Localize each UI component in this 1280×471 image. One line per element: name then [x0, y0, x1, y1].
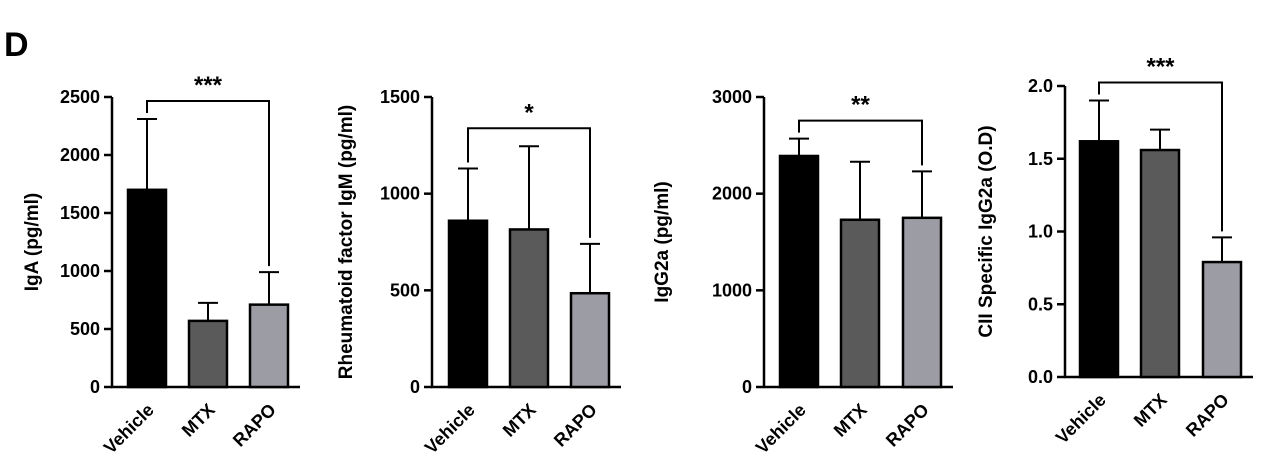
category-label: Vehicle [1052, 390, 1110, 448]
bar-rapo [248, 303, 290, 389]
category-label: MTX [1130, 390, 1171, 431]
y-tick-label: 1500 [60, 203, 100, 223]
y-tick-label: 500 [70, 319, 100, 339]
chart-4: 0.0 0.5 1.0 1.5 2.0 CII Specific IgG2a (O.D) V… [976, 54, 1253, 448]
significance-label: *** [194, 72, 223, 99]
y-axis-title: CII Specific IgG2a (O.D) [976, 125, 997, 337]
y-axis-title: IgG2a (pg/ml) [652, 181, 673, 302]
y-tick-label: 2000 [60, 145, 100, 165]
category-label: RAPO [550, 400, 601, 451]
bar-vehicle [126, 188, 168, 389]
significance-label: ** [851, 92, 870, 119]
significance-bracket [467, 127, 591, 238]
category-label: Vehicle [752, 400, 810, 458]
category-label: Vehicle [100, 400, 158, 458]
bar-rapo [569, 291, 611, 389]
chart-2: 0 500 1000 1500 Rheumatoid factor IgM (pg/ml… [336, 87, 621, 458]
category-label: MTX [178, 400, 219, 441]
bar-mtx [187, 319, 229, 389]
y-tick-label: 1.0 [1028, 222, 1053, 242]
y-tick-label: 1000 [380, 184, 420, 204]
significance-bracket [1098, 81, 1223, 232]
y-tick-label: 0.0 [1028, 367, 1053, 387]
category-label: MTX [830, 400, 871, 441]
y-tick-label: 2500 [60, 87, 100, 107]
y-tick-label: 1000 [60, 261, 100, 281]
bar-vehicle [778, 154, 820, 389]
bar-vehicle [1078, 140, 1120, 379]
y-tick-label: 0 [742, 377, 752, 397]
y-tick-label: 0.5 [1028, 294, 1053, 314]
category-label: Vehicle [421, 400, 479, 458]
chart-group: 0 500 1000 1500 2000 2500 IgA (pg/ml) Vehicle MT… [22, 54, 1253, 458]
bar-vehicle [447, 219, 489, 389]
y-tick-label: 2000 [712, 184, 752, 204]
y-tick-label: 500 [390, 280, 420, 300]
bar-rapo [1201, 260, 1243, 379]
y-tick-label: 2.0 [1028, 76, 1053, 96]
bar-mtx [1139, 148, 1181, 379]
chart-1: 0 500 1000 1500 2000 2500 IgA (pg/ml) Vehicle MT… [22, 72, 300, 458]
category-label: RAPO [882, 400, 933, 451]
significance-bracket [146, 100, 270, 267]
significance-bracket [798, 119, 923, 166]
bar-rapo [901, 216, 943, 389]
significance-label: * [524, 99, 534, 126]
y-tick-label: 1500 [380, 87, 420, 107]
category-label: RAPO [1182, 390, 1233, 441]
panel-label: D [4, 26, 29, 64]
y-axis-title: IgA (pg/ml) [22, 193, 43, 292]
bar-mtx [839, 218, 881, 389]
category-label: RAPO [229, 400, 280, 451]
significance-label: *** [1146, 54, 1175, 81]
y-tick-label: 1000 [712, 280, 752, 300]
category-label: MTX [499, 400, 540, 441]
y-axis-title: Rheumatoid factor IgM (pg/ml) [336, 105, 357, 379]
y-tick-label: 0 [90, 377, 100, 397]
chart-3: 0 1000 2000 3000 IgG2a (pg/ml) Vehicle MTX RAPO… [652, 87, 953, 458]
bar-mtx [508, 228, 550, 389]
y-tick-label: 1.5 [1028, 149, 1053, 169]
y-tick-label: 0 [410, 377, 420, 397]
y-tick-label: 3000 [712, 87, 752, 107]
